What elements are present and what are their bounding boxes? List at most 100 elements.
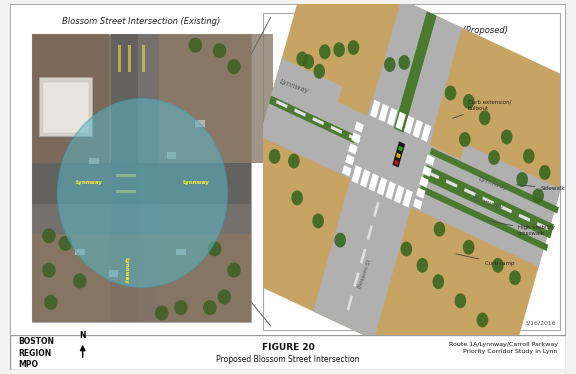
Circle shape xyxy=(463,240,475,255)
Circle shape xyxy=(228,59,241,74)
Polygon shape xyxy=(312,117,324,125)
Bar xyxy=(32,34,109,163)
Text: Lynnway: Lynnway xyxy=(472,195,503,211)
Polygon shape xyxy=(396,112,406,130)
Polygon shape xyxy=(398,146,403,151)
Text: BOSTON
REGION
MPO: BOSTON REGION MPO xyxy=(18,337,54,369)
Polygon shape xyxy=(310,165,349,202)
Polygon shape xyxy=(518,214,530,222)
Text: Route 1A/Lynnway/Carroll Parkway
Priority Corridor Study in Lynn: Route 1A/Lynnway/Carroll Parkway Priorit… xyxy=(449,342,558,354)
Circle shape xyxy=(516,172,528,187)
Circle shape xyxy=(189,38,202,53)
Polygon shape xyxy=(377,177,388,196)
Text: Blossom Street Intersection (Proposed): Blossom Street Intersection (Proposed) xyxy=(344,26,508,35)
Circle shape xyxy=(334,42,345,57)
Polygon shape xyxy=(482,196,494,205)
Polygon shape xyxy=(413,198,422,209)
Polygon shape xyxy=(354,122,364,133)
Polygon shape xyxy=(394,185,404,203)
Polygon shape xyxy=(345,154,355,165)
Circle shape xyxy=(445,86,456,101)
Polygon shape xyxy=(313,0,462,340)
Polygon shape xyxy=(351,165,362,184)
Polygon shape xyxy=(404,116,414,134)
Circle shape xyxy=(384,57,396,72)
Polygon shape xyxy=(392,141,405,168)
Polygon shape xyxy=(464,188,476,196)
Text: Lynnway: Lynnway xyxy=(123,257,128,283)
Circle shape xyxy=(313,64,325,79)
Circle shape xyxy=(416,258,428,273)
Bar xyxy=(159,34,272,163)
Circle shape xyxy=(44,295,58,310)
Circle shape xyxy=(463,94,475,109)
Polygon shape xyxy=(394,160,399,165)
Bar xyxy=(116,174,136,177)
Circle shape xyxy=(291,190,303,205)
Polygon shape xyxy=(370,100,381,118)
Circle shape xyxy=(218,289,231,304)
Polygon shape xyxy=(406,209,445,247)
Polygon shape xyxy=(366,225,373,240)
Bar xyxy=(128,45,131,72)
Polygon shape xyxy=(430,106,472,159)
Text: Sidewalk: Sidewalk xyxy=(517,185,565,190)
Polygon shape xyxy=(269,96,356,143)
Text: High visibility
crosswalk: High visibility crosswalk xyxy=(489,221,555,236)
Circle shape xyxy=(434,222,445,237)
Bar xyxy=(118,45,121,72)
Circle shape xyxy=(228,263,241,278)
Polygon shape xyxy=(222,0,576,374)
Circle shape xyxy=(288,153,300,168)
Polygon shape xyxy=(360,249,366,264)
Bar xyxy=(32,163,251,204)
Bar xyxy=(176,249,186,255)
Text: Lynnway: Lynnway xyxy=(279,78,310,94)
Circle shape xyxy=(73,273,86,288)
Polygon shape xyxy=(353,272,359,287)
Bar xyxy=(109,270,118,277)
Text: Lynnway: Lynnway xyxy=(182,180,209,185)
Circle shape xyxy=(312,214,324,229)
Polygon shape xyxy=(394,11,437,133)
Polygon shape xyxy=(425,155,435,166)
Bar xyxy=(75,249,85,255)
Polygon shape xyxy=(380,178,386,193)
Bar xyxy=(195,120,205,127)
Text: FIGURE 20: FIGURE 20 xyxy=(262,343,314,352)
Bar xyxy=(166,152,176,159)
Bar xyxy=(111,34,138,322)
Polygon shape xyxy=(403,189,413,208)
Circle shape xyxy=(319,44,331,59)
Polygon shape xyxy=(369,173,379,191)
Polygon shape xyxy=(423,165,554,239)
Circle shape xyxy=(175,300,188,315)
Circle shape xyxy=(42,229,56,243)
Circle shape xyxy=(302,54,314,69)
Circle shape xyxy=(213,43,226,58)
Polygon shape xyxy=(378,104,389,122)
Circle shape xyxy=(492,258,503,273)
Bar xyxy=(138,34,159,322)
Text: Curb ramp: Curb ramp xyxy=(456,254,514,266)
Polygon shape xyxy=(331,126,342,134)
Circle shape xyxy=(400,242,412,257)
Polygon shape xyxy=(387,108,397,126)
Circle shape xyxy=(479,110,491,125)
Polygon shape xyxy=(276,100,287,108)
Polygon shape xyxy=(419,177,429,188)
Polygon shape xyxy=(421,123,431,142)
Bar xyxy=(43,82,89,133)
Polygon shape xyxy=(385,181,396,200)
Polygon shape xyxy=(360,169,370,188)
Polygon shape xyxy=(427,171,439,179)
Circle shape xyxy=(523,148,535,163)
Circle shape xyxy=(488,150,500,165)
Polygon shape xyxy=(501,205,512,213)
Polygon shape xyxy=(412,120,423,138)
Circle shape xyxy=(459,132,471,147)
Polygon shape xyxy=(373,202,380,217)
Circle shape xyxy=(42,263,56,278)
Text: Curb extension/
bulbout: Curb extension/ bulbout xyxy=(453,100,511,118)
Text: Blossom Street Intersection (Existing): Blossom Street Intersection (Existing) xyxy=(62,17,221,26)
